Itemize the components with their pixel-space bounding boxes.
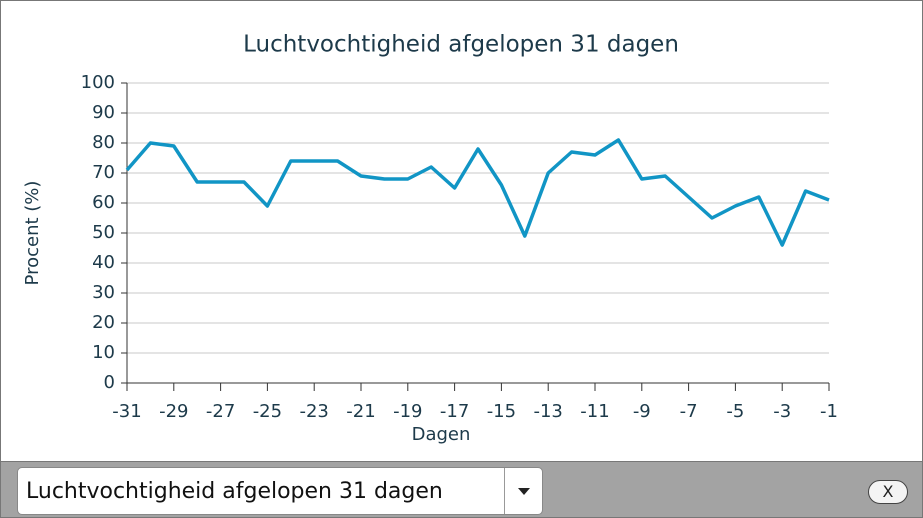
y-tick-label: 30 [92,282,115,303]
x-axis-label: Dagen [412,424,471,445]
x-tick-label: -1 [820,401,838,422]
y-tick-label: 50 [92,222,115,243]
x-tick-label: -5 [726,401,744,422]
toolbar: Luchtvochtigheid afgelopen 31 dagen X [1,461,922,517]
y-tick-label: 70 [92,162,115,183]
x-tick-label: -29 [159,401,188,422]
x-tick-label: -19 [393,401,422,422]
dropdown[interactable]: Luchtvochtigheid afgelopen 31 dagen [17,467,543,515]
y-axis-label: Procent (%) [22,181,43,286]
x-tick-label: -21 [346,401,375,422]
close-button[interactable]: X [868,480,908,504]
chart-title: Luchtvochtigheid afgelopen 31 dagen [243,32,679,58]
y-tick-label: 0 [104,372,115,393]
dropdown-text: Luchtvochtigheid afgelopen 31 dagen [26,479,443,504]
x-tick-label: -15 [487,401,516,422]
x-tick-label: -31 [112,401,141,422]
y-tick-label: 40 [92,252,115,273]
x-tick-label: -3 [773,401,791,422]
y-tick-label: 20 [92,312,115,333]
x-tick-label: -13 [533,401,562,422]
y-tick-label: 80 [92,132,115,153]
x-tick-label: -27 [206,401,235,422]
data-line [125,138,830,247]
x-tick-label: -11 [580,401,609,422]
y-tick-label: 60 [92,192,115,213]
y-tick-label: 10 [92,342,115,363]
x-tick-label: -7 [680,401,698,422]
x-tick-label: -9 [633,401,651,422]
x-tick-label: -25 [253,401,282,422]
y-tick-label: 90 [92,102,115,123]
chart: Luchtvochtigheid afgelopen 31 dagen Dage… [22,32,838,446]
y-tick-label: 100 [81,72,115,93]
x-tick-label: -23 [299,401,328,422]
x-tick-label: -17 [440,401,469,422]
